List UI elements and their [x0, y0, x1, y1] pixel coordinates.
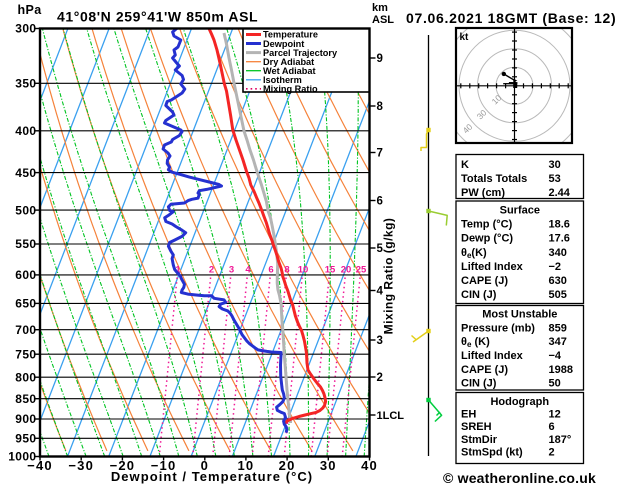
svg-text:hPa: hPa: [18, 3, 43, 17]
svg-text:SREH: SREH: [461, 421, 492, 433]
svg-text:Temperature: Temperature: [263, 30, 318, 40]
svg-text:© weatheronline.co.uk: © weatheronline.co.uk: [443, 470, 596, 486]
svg-text:ASL: ASL: [372, 14, 394, 26]
svg-text:40: 40: [361, 458, 378, 473]
svg-text:800: 800: [15, 370, 36, 384]
svg-text:5: 5: [377, 243, 384, 255]
svg-text:EH: EH: [461, 409, 476, 421]
svg-text:10: 10: [298, 265, 309, 276]
svg-text:15: 15: [325, 265, 336, 276]
svg-text:Mixing Ratio (g/kg): Mixing Ratio (g/kg): [382, 218, 396, 335]
svg-text:300: 300: [15, 22, 36, 36]
svg-text:CAPE (J): CAPE (J): [461, 364, 508, 376]
svg-text:700: 700: [15, 323, 36, 337]
svg-text:−4: −4: [549, 350, 562, 362]
svg-text:StmDir: StmDir: [461, 434, 498, 446]
svg-text:CIN (J): CIN (J): [461, 378, 497, 390]
svg-text:6: 6: [268, 265, 273, 276]
svg-text:−10: −10: [151, 458, 177, 473]
svg-text:30: 30: [320, 458, 337, 473]
svg-text:Temp (°C): Temp (°C): [461, 219, 513, 231]
svg-text:Parcel Trajectory: Parcel Trajectory: [263, 48, 338, 58]
svg-text:km: km: [372, 2, 388, 14]
svg-text:θe(K): θe(K): [461, 247, 487, 260]
svg-text:17.6: 17.6: [549, 233, 570, 245]
svg-text:6: 6: [549, 421, 555, 433]
svg-text:1: 1: [175, 265, 181, 276]
svg-text:PW (cm): PW (cm): [461, 187, 505, 199]
svg-text:400: 400: [15, 124, 36, 138]
svg-text:187°: 187°: [549, 434, 572, 446]
svg-text:Dewpoint: Dewpoint: [263, 39, 304, 49]
svg-text:2: 2: [377, 372, 383, 384]
svg-text:1000: 1000: [8, 450, 36, 464]
svg-text:Dewpoint / Temperature (°C): Dewpoint / Temperature (°C): [111, 469, 313, 484]
svg-text:Hodograph: Hodograph: [490, 396, 549, 408]
svg-text:340: 340: [549, 247, 567, 259]
svg-text:−30: −30: [68, 458, 94, 473]
svg-text:1LCL: 1LCL: [377, 410, 405, 422]
svg-text:41°08'N 259°41'W 850m ASL: 41°08'N 259°41'W 850m ASL: [57, 9, 258, 25]
svg-text:53: 53: [549, 173, 561, 185]
svg-text:2.44: 2.44: [549, 187, 571, 199]
svg-text:850: 850: [15, 392, 36, 406]
svg-text:Isotherm: Isotherm: [263, 75, 302, 85]
svg-text:9: 9: [377, 53, 383, 65]
svg-text:630: 630: [549, 275, 567, 287]
svg-text:25: 25: [356, 265, 367, 276]
svg-text:8: 8: [284, 265, 289, 276]
svg-text:kt: kt: [460, 32, 470, 43]
svg-text:−2: −2: [549, 261, 562, 273]
svg-text:347: 347: [549, 336, 567, 348]
svg-text:7: 7: [377, 148, 383, 160]
svg-text:18.6: 18.6: [549, 219, 570, 231]
svg-text:10: 10: [237, 458, 254, 473]
svg-text:50: 50: [549, 378, 561, 390]
svg-text:750: 750: [15, 347, 36, 361]
svg-text:θe (K): θe (K): [461, 336, 490, 349]
svg-text:Dry Adiabat: Dry Adiabat: [263, 57, 314, 67]
svg-text:Wet Adiabat: Wet Adiabat: [263, 66, 316, 76]
svg-text:0: 0: [201, 458, 209, 473]
svg-text:Totals Totals: Totals Totals: [461, 173, 527, 185]
svg-text:StmSpd (kt): StmSpd (kt): [461, 446, 523, 458]
svg-text:CAPE (J): CAPE (J): [461, 275, 508, 287]
svg-text:3: 3: [229, 265, 234, 276]
svg-text:950: 950: [15, 432, 36, 446]
svg-text:450: 450: [15, 166, 36, 180]
svg-text:350: 350: [15, 77, 36, 91]
svg-text:07.06.2021 18GMT (Base: 12): 07.06.2021 18GMT (Base: 12): [406, 10, 616, 26]
svg-text:4: 4: [377, 286, 384, 298]
svg-text:4: 4: [245, 265, 251, 276]
svg-text:−40: −40: [27, 458, 53, 473]
svg-text:Surface: Surface: [500, 205, 540, 217]
svg-text:Dewp (°C): Dewp (°C): [461, 233, 513, 245]
svg-text:K: K: [461, 159, 469, 171]
svg-text:12: 12: [549, 409, 561, 421]
svg-text:Mixing Ratio: Mixing Ratio: [263, 84, 318, 94]
svg-text:1988: 1988: [549, 364, 573, 376]
svg-text:−20: −20: [110, 458, 136, 473]
svg-text:30: 30: [549, 159, 561, 171]
svg-text:900: 900: [15, 412, 36, 426]
svg-text:2: 2: [209, 265, 214, 276]
svg-text:600: 600: [15, 268, 36, 282]
svg-text:550: 550: [15, 237, 36, 251]
svg-text:2: 2: [549, 446, 555, 458]
svg-text:8: 8: [377, 101, 384, 113]
svg-text:3: 3: [377, 335, 383, 347]
svg-text:859: 859: [549, 323, 567, 335]
svg-text:Lifted Index: Lifted Index: [461, 350, 524, 362]
svg-text:Most Unstable: Most Unstable: [482, 309, 557, 321]
svg-text:500: 500: [15, 203, 36, 217]
svg-text:20: 20: [341, 265, 352, 276]
svg-text:Lifted Index: Lifted Index: [461, 261, 524, 273]
svg-text:Pressure (mb): Pressure (mb): [461, 323, 535, 335]
svg-text:CIN (J): CIN (J): [461, 289, 497, 301]
svg-text:505: 505: [549, 289, 567, 301]
svg-text:6: 6: [377, 196, 383, 208]
svg-text:650: 650: [15, 297, 36, 311]
svg-text:20: 20: [279, 458, 296, 473]
